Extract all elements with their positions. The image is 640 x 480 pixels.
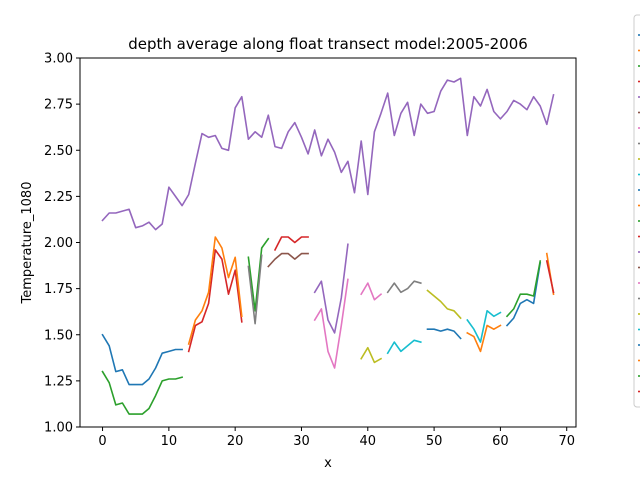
x-tick-label: 10: [161, 434, 178, 449]
series-line-2: [101, 333, 183, 386]
series-line-15: [386, 339, 422, 355]
legend: [633, 14, 640, 408]
series-line-12: [360, 282, 383, 301]
series-line-10: [313, 243, 349, 334]
axes-frame: [79, 57, 577, 428]
x-tick-label: 50: [426, 434, 443, 449]
y-axis-label: Temperature_1080: [20, 182, 35, 305]
series-line-1: [101, 77, 555, 231]
x-axis-ticks: 0 10 20 30 40 50 60 70: [98, 427, 575, 449]
x-tick-label: 70: [558, 434, 575, 449]
series-line-4: [187, 249, 243, 353]
x-tick-label: 0: [98, 434, 106, 449]
series-line-14: [386, 280, 422, 294]
y-axis-ticks: 1.00 1.25 1.50 1.75 2.00 2.25 2.50 2.75 3.00: [44, 52, 80, 436]
series-line-23: [545, 260, 555, 294]
y-tick-label: 1.25: [44, 374, 73, 389]
series-line-5: [187, 236, 243, 345]
x-tick-label: 20: [227, 434, 244, 449]
x-tick-label: 30: [293, 434, 310, 449]
legend-frame: [633, 14, 640, 408]
y-tick-label: 3.00: [44, 52, 73, 67]
series-line-13: [360, 346, 383, 364]
plot-area: [101, 77, 555, 415]
series-line-3: [101, 370, 184, 415]
series-line-20: [505, 261, 542, 327]
y-tick-label: 2.00: [44, 236, 73, 251]
y-tick-label: 2.50: [44, 144, 73, 159]
chart-title: depth average along float transect model…: [128, 35, 528, 53]
y-tick-label: 2.75: [44, 98, 73, 113]
series-line-11: [313, 278, 349, 369]
y-tick-label: 1.50: [44, 328, 73, 343]
series-line-19: [466, 324, 502, 353]
series-line-8: [267, 252, 309, 268]
series-line-18: [466, 309, 502, 343]
series-line-9: [273, 236, 309, 251]
x-axis-label: x: [324, 456, 332, 471]
y-tick-label: 1.00: [44, 421, 73, 436]
series-line-6: [247, 237, 270, 312]
series-line-7: [247, 254, 263, 325]
y-tick-label: 2.25: [44, 190, 73, 205]
series-line-16: [426, 289, 462, 320]
x-tick-label: 60: [492, 434, 509, 449]
series-line-21: [505, 260, 542, 318]
y-tick-label: 1.75: [44, 282, 73, 297]
series-line-17: [426, 328, 462, 340]
x-tick-label: 40: [360, 434, 377, 449]
